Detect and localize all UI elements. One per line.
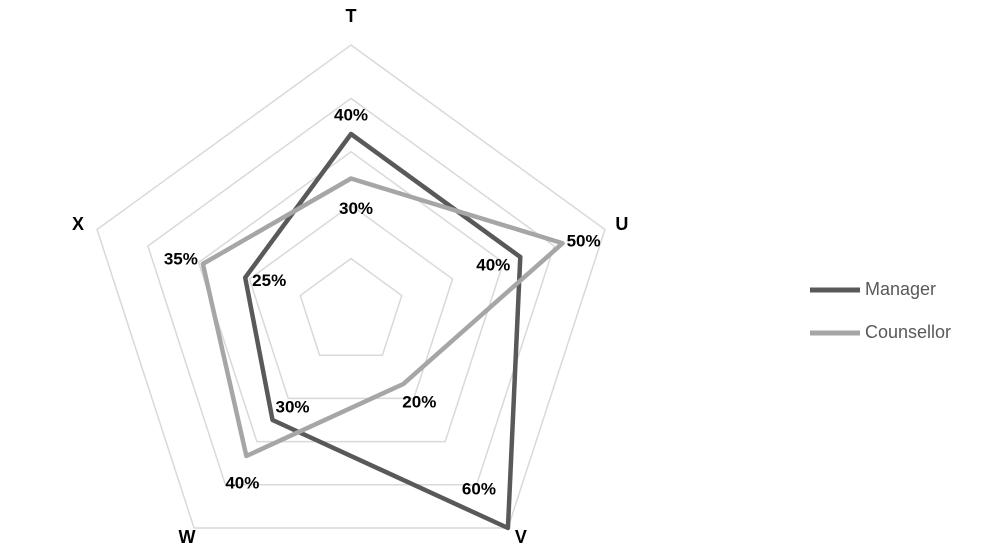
axis-label: T <box>346 6 357 26</box>
data-label: 20% <box>402 392 436 411</box>
data-label: 50% <box>567 232 601 251</box>
grid-ring <box>299 257 403 356</box>
axis-label: V <box>515 527 527 547</box>
grid-ring <box>96 44 606 529</box>
data-label: 60% <box>462 479 496 498</box>
data-label: 40% <box>225 473 259 492</box>
data-label: 30% <box>339 199 373 218</box>
grid-ring <box>197 150 505 443</box>
data-label: 30% <box>276 397 310 416</box>
legend-label: Counsellor <box>865 322 951 342</box>
axis-label: X <box>72 214 84 234</box>
series-line <box>200 176 565 459</box>
axis-label: W <box>179 527 196 547</box>
grid-ring <box>248 204 454 400</box>
data-label: 25% <box>252 271 286 290</box>
axis-label: U <box>615 214 628 234</box>
data-label: 40% <box>334 105 368 124</box>
legend-label: Manager <box>865 279 936 299</box>
data-label: 40% <box>476 255 510 274</box>
grid-ring <box>146 97 556 486</box>
series-line <box>242 131 523 531</box>
data-label: 35% <box>164 249 198 268</box>
